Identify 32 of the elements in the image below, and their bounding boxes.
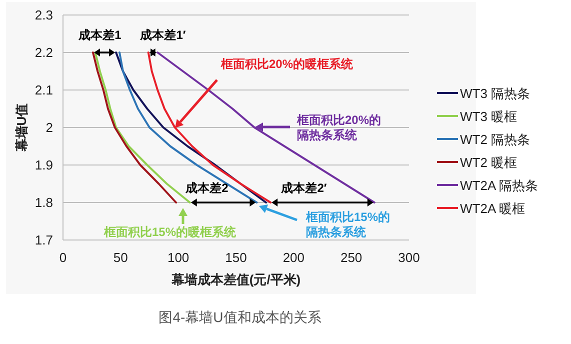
annotation: 框面积比15%的隔热条系统 — [305, 210, 390, 239]
y-tick-label: 2 — [46, 120, 53, 135]
legend-label: WT2A 暖框 — [460, 201, 526, 216]
annotation: 成本差1′ — [139, 28, 186, 42]
caption: 图4-幕墙U值和成本的关系 — [158, 309, 322, 325]
x-tick-label: 300 — [398, 250, 420, 265]
annotation: 框面积比20%的暖框系统 — [220, 57, 354, 71]
legend-label: WT2 隔热条 — [460, 132, 530, 147]
legend-label: WT3 隔热条 — [460, 86, 530, 101]
x-axis-title: 幕墙成本差值(元/平米) — [170, 272, 301, 287]
x-tick-label: 50 — [113, 250, 128, 265]
y-axis-title: 幕墙U值 — [14, 103, 29, 153]
y-tick-label: 2.2 — [34, 45, 53, 60]
x-tick-label: 200 — [282, 250, 305, 265]
y-tick-label: 1.8 — [34, 195, 53, 210]
x-tick-label: 0 — [59, 250, 67, 265]
y-tick-label: 1.7 — [34, 232, 53, 248]
x-tick-label: 100 — [167, 250, 190, 265]
legend-label: WT2 暖框 — [460, 155, 518, 170]
x-tick-label: 250 — [340, 250, 362, 265]
legend-label: WT2A 隔热条 — [460, 178, 538, 193]
x-tick-label: 150 — [225, 250, 247, 265]
annotation: 框面积比15%的暖框系统 — [102, 225, 237, 239]
y-tick-label: 2.3 — [34, 8, 53, 22]
annotation: 成本差1 — [78, 28, 122, 42]
line-series — [92, 52, 178, 204]
legend-label: WT3 暖框 — [460, 109, 518, 124]
y-tick-label: 1.9 — [34, 158, 53, 172]
annotation: 成本差2′ — [280, 181, 327, 195]
annotation: 框面积比20%的隔热条系统 — [296, 113, 382, 142]
y-tick-label: 2.1 — [34, 82, 53, 98]
annotation: 成本差2 — [184, 181, 229, 195]
